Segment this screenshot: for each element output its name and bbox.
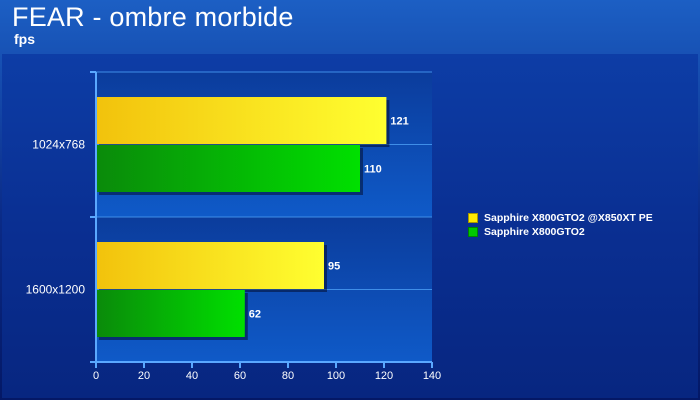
- x-tick-label: 40: [186, 370, 198, 382]
- x-tick-label: 0: [93, 370, 99, 382]
- category-label: 1024x768: [32, 138, 85, 152]
- legend-item-series-2: Sapphire X800GTO2: [468, 225, 653, 239]
- legend-swatch-series-1: [468, 213, 478, 223]
- chart-title: FEAR - ombre morbide: [12, 2, 294, 32]
- data-label: 110: [364, 164, 382, 176]
- x-tick-label: 20: [138, 370, 150, 382]
- legend-label-series-1: Sapphire X800GTO2 @X850XT PE: [484, 212, 653, 224]
- x-tick-label: 100: [327, 370, 345, 382]
- chart-header: FEAR - ombre morbide fps: [0, 0, 700, 54]
- bar-1024x768-series-2: [96, 145, 360, 192]
- bar-1600x1200-series-1: [96, 242, 324, 289]
- data-label: 121: [390, 116, 408, 128]
- x-tick-label: 60: [234, 370, 246, 382]
- bar-1600x1200-series-2: [96, 290, 245, 337]
- bar-1024x768-series-1: [96, 97, 387, 144]
- x-tick-label: 80: [282, 370, 294, 382]
- category-label: 1600x1200: [26, 283, 86, 297]
- chart-legend: Sapphire X800GTO2 @X850XT PE Sapphire X8…: [468, 211, 653, 239]
- legend-label-series-2: Sapphire X800GTO2: [484, 226, 585, 238]
- x-tick-label: 140: [423, 370, 441, 382]
- data-label: 62: [249, 309, 261, 321]
- legend-item-series-1: Sapphire X800GTO2 @X850XT PE: [468, 211, 653, 225]
- legend-swatch-series-2: [468, 227, 478, 237]
- x-tick-label: 120: [375, 370, 393, 382]
- chart-unit-label: fps: [14, 31, 35, 47]
- data-label: 95: [328, 261, 340, 273]
